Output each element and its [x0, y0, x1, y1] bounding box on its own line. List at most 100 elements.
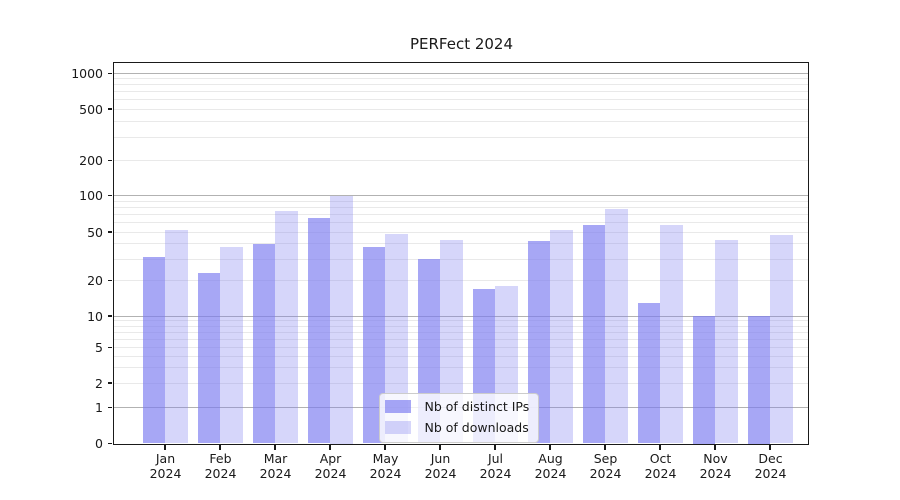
gridline-major: [113, 195, 808, 196]
x-tick-month: Oct: [649, 451, 672, 466]
x-tick-mark: [494, 445, 496, 450]
y-tick-label: 20: [87, 273, 103, 288]
x-tick-label: Feb 2024: [191, 451, 251, 481]
y-tick-mark: [107, 279, 112, 282]
x-tick-label: Jul 2024: [466, 451, 526, 481]
gridline-minor: [113, 280, 808, 281]
x-tick-month: Sep: [593, 451, 618, 466]
x-tick-month: Jul: [487, 451, 504, 466]
x-tick-label: Nov 2024: [686, 451, 746, 481]
x-tick-month: Nov: [703, 451, 728, 466]
y-tick-mark: [107, 406, 112, 409]
x-tick-label: Jan 2024: [136, 451, 196, 481]
bar-downloads-may: [385, 234, 408, 444]
x-tick-month: Jun: [430, 451, 451, 466]
y-tick-mark: [107, 382, 112, 384]
y-tick-mark: [107, 194, 112, 197]
chart-title: PERFect 2024: [409, 35, 514, 53]
bar-downloads-feb: [220, 246, 243, 444]
x-tick-month: Jan: [155, 451, 176, 466]
gridline-minor: [113, 99, 808, 101]
x-tick-label: Apr 2024: [301, 451, 361, 481]
gridline-minor: [113, 347, 808, 348]
x-tick-month: Dec: [758, 451, 783, 466]
y-tick-label: 100: [79, 188, 103, 203]
legend-swatch-downloads: [384, 421, 411, 434]
gridline-minor: [113, 243, 808, 245]
bar-distinct-ips-sep: [582, 225, 605, 444]
x-tick-label: Dec 2024: [741, 451, 801, 481]
x-tick-label: May 2024: [356, 451, 416, 481]
x-tick-year: 2024: [644, 466, 677, 481]
gridline-minor: [113, 366, 808, 368]
gridline-minor: [113, 331, 808, 333]
y-tick-label: 1000: [71, 66, 103, 81]
bar-downloads-mar: [275, 210, 298, 444]
gridline-minor: [113, 382, 808, 384]
bar-downloads-nov: [715, 239, 738, 444]
x-tick-month: Aug: [538, 451, 563, 466]
x-tick-year: 2024: [369, 466, 402, 481]
x-tick-mark: [549, 445, 551, 450]
y-tick-label: 0: [95, 436, 103, 451]
gridline-major: [113, 315, 808, 317]
gridline-minor: [113, 121, 808, 123]
x-tick-mark: [604, 445, 606, 450]
y-tick-label: 10: [87, 308, 103, 324]
y-tick-mark: [107, 346, 112, 349]
x-tick-mark: [219, 445, 221, 450]
x-tick-label: Mar 2024: [246, 451, 306, 481]
bar-downloads-dec: [770, 235, 793, 444]
y-tick-label: 2: [95, 375, 103, 391]
gridline-minor: [113, 206, 808, 208]
gridline-major: [113, 73, 808, 74]
x-tick-month: Feb: [209, 451, 232, 466]
x-tick-mark: [769, 445, 771, 450]
bar-distinct-ips-dec: [747, 316, 770, 444]
bar-downloads-jan: [165, 229, 188, 444]
x-tick-year: 2024: [754, 466, 787, 481]
gridline-minor: [113, 200, 808, 202]
gridline-minor: [113, 325, 808, 327]
y-tick-label: 500: [79, 101, 103, 117]
x-tick-year: 2024: [699, 466, 732, 481]
x-tick-mark: [384, 445, 386, 450]
y-tick-label: 5: [95, 340, 103, 355]
x-tick-mark: [274, 445, 276, 450]
x-tick-mark: [659, 445, 661, 450]
y-tick-mark: [107, 315, 112, 317]
y-tick-label: 50: [87, 224, 103, 240]
bar-downloads-apr: [330, 195, 353, 444]
bar-distinct-ips-nov: [692, 316, 715, 444]
x-tick-year: 2024: [534, 466, 567, 481]
x-tick-year: 2024: [204, 466, 237, 481]
x-tick-month: May: [372, 451, 399, 466]
legend-row-downloads: Nb of downloads: [384, 419, 530, 436]
gridline-minor: [113, 213, 808, 215]
x-tick-label: Sep 2024: [576, 451, 636, 481]
x-tick-mark: [714, 445, 716, 450]
x-tick-label: Aug 2024: [521, 451, 581, 481]
gridline-minor: [113, 91, 808, 93]
gridline-minor: [113, 338, 808, 340]
gridline-minor: [113, 84, 808, 86]
x-tick-year: 2024: [314, 466, 347, 481]
legend-label-downloads: Nb of downloads: [424, 419, 529, 435]
legend: Nb of distinct IPs Nb of downloads: [378, 392, 540, 443]
x-tick-year: 2024: [589, 466, 622, 481]
bar-downloads-sep: [605, 208, 628, 444]
x-tick-mark: [439, 445, 441, 450]
plot-area: Nb of distinct IPs Nb of downloads: [107, 61, 809, 450]
gridline-minor: [113, 355, 808, 357]
bar-distinct-ips-apr: [307, 218, 330, 444]
gridline-minor: [113, 78, 808, 80]
x-tick-month: Apr: [319, 451, 342, 466]
legend-label-distinct-ips: Nb of distinct IPs: [424, 398, 530, 414]
y-tick-label: 1: [95, 400, 103, 415]
y-tick-label: 200: [79, 153, 103, 168]
gridline-minor: [113, 320, 808, 322]
x-tick-year: 2024: [149, 466, 182, 481]
bar-distinct-ips-feb: [197, 273, 220, 444]
bar-distinct-ips-oct: [637, 302, 660, 444]
